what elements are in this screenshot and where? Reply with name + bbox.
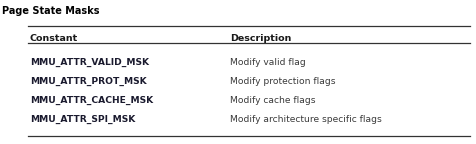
Text: Modify cache flags: Modify cache flags xyxy=(229,96,315,105)
Text: Page State Masks: Page State Masks xyxy=(2,6,99,16)
Text: Description: Description xyxy=(229,34,291,43)
Text: MMU_ATTR_CACHE_MSK: MMU_ATTR_CACHE_MSK xyxy=(30,96,153,105)
Text: Modify architecture specific flags: Modify architecture specific flags xyxy=(229,115,381,124)
Text: MMU_ATTR_SPI_MSK: MMU_ATTR_SPI_MSK xyxy=(30,115,135,124)
Text: Modify protection flags: Modify protection flags xyxy=(229,77,335,86)
Text: Constant: Constant xyxy=(30,34,78,43)
Text: Modify valid flag: Modify valid flag xyxy=(229,58,305,67)
Text: MMU_ATTR_VALID_MSK: MMU_ATTR_VALID_MSK xyxy=(30,58,149,67)
Text: MMU_ATTR_PROT_MSK: MMU_ATTR_PROT_MSK xyxy=(30,77,146,86)
